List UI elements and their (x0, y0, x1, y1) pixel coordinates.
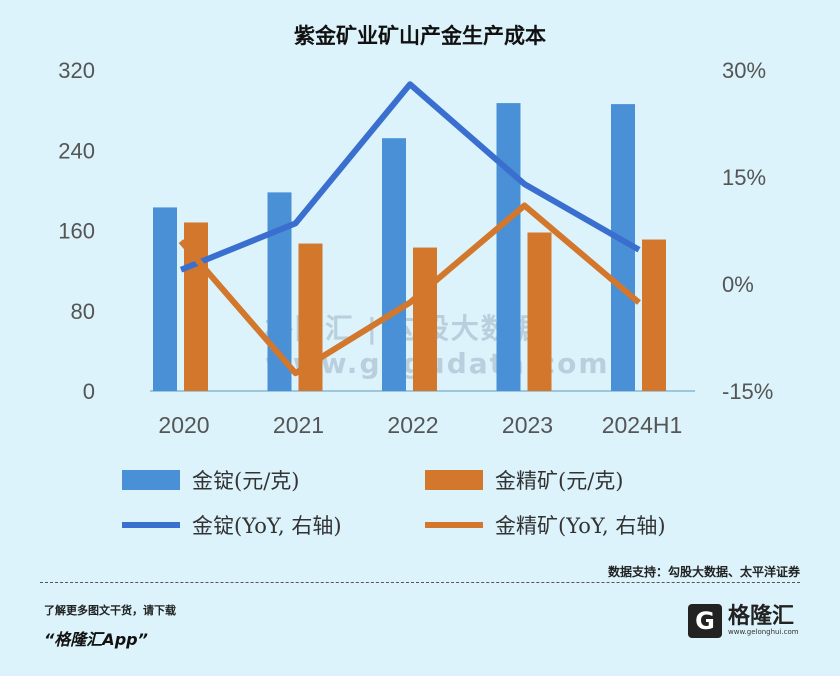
x-tick-label: 2023 (502, 412, 553, 438)
left-tick-label: 160 (58, 219, 95, 244)
legend-swatch (425, 470, 483, 490)
bar (527, 232, 552, 391)
divider (40, 582, 800, 583)
x-tick-label: 2024H1 (602, 412, 683, 438)
legend-label: 金精矿(YoY, 右轴) (495, 514, 666, 538)
bar (496, 103, 521, 392)
x-tick-label: 2022 (387, 412, 438, 438)
legend-swatch (122, 470, 180, 490)
bar (642, 239, 666, 391)
right-tick-label: 30% (722, 58, 766, 83)
source-note: 数据支持：勾股大数据、太平洋证券 (607, 565, 800, 579)
chart-title: 紫金矿业矿山产金生产成本 (294, 24, 546, 48)
left-tick-label: 80 (71, 299, 95, 324)
right-tick-label: -15% (722, 379, 773, 404)
app-name: “格隆汇App” (44, 630, 148, 649)
chart: 0 80 160 240 320 -15% 0% 15% 30% 2020 2021 2022 2023… (58, 58, 773, 538)
bar (413, 247, 437, 391)
download-tip: 了解更多图文干货，请下载 (44, 604, 176, 617)
legend-label: 金锭(YoY, 右轴) (192, 514, 342, 538)
x-tick-label: 2021 (273, 412, 324, 438)
left-tick-label: 320 (58, 58, 95, 83)
logo-text: 格隆汇 (728, 604, 795, 629)
logo-url: www.gelonghui.com (728, 628, 799, 636)
series-line (178, 202, 641, 377)
x-tick-label: 2020 (158, 412, 209, 438)
bar (153, 207, 177, 391)
logo: G 格隆汇 www.gelonghui.com (688, 604, 799, 638)
left-tick-label: 0 (83, 379, 95, 404)
left-tick-label: 240 (58, 138, 95, 163)
logo-icon: G (688, 604, 722, 638)
legend-label: 金锭(元/克) (192, 469, 299, 493)
right-tick-label: 0% (722, 272, 754, 297)
bar (382, 138, 406, 391)
right-tick-label: 15% (722, 165, 766, 190)
legend-label: 金精矿(元/克) (495, 469, 623, 493)
